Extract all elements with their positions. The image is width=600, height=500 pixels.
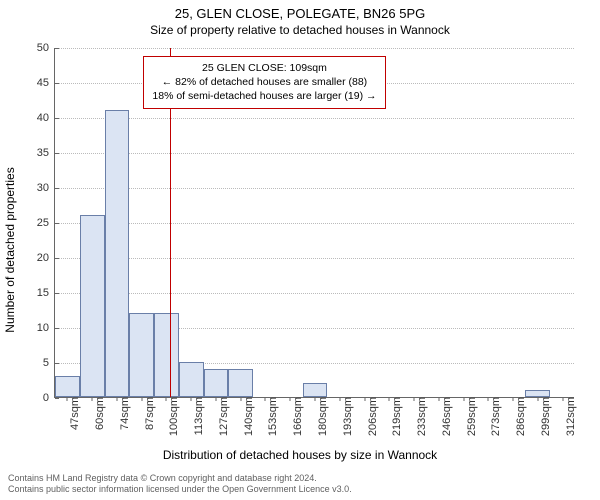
x-tick-label: 47sqm (63, 397, 81, 430)
x-tick-label: 74sqm (113, 397, 131, 430)
gridline-h (55, 293, 574, 294)
x-tick-label: 312sqm (559, 397, 577, 436)
histogram-bar (80, 215, 105, 397)
y-tick-label: 45 (37, 77, 55, 89)
gridline-h (55, 188, 574, 189)
x-tick-label: 140sqm (237, 397, 255, 436)
footer-attribution: Contains HM Land Registry data © Crown c… (8, 473, 352, 496)
footer-line-2: Contains public sector information licen… (8, 484, 352, 496)
x-tick-label: 206sqm (361, 397, 379, 436)
histogram-bar (105, 110, 130, 397)
x-tick-label: 113sqm (187, 397, 205, 435)
y-tick-label: 10 (37, 322, 55, 334)
x-tick-label: 153sqm (261, 397, 279, 436)
gridline-h (55, 48, 574, 49)
y-tick-label: 25 (37, 217, 55, 229)
y-tick-label: 30 (37, 182, 55, 194)
histogram-bar (55, 376, 80, 397)
histogram-bar (179, 362, 204, 397)
x-tick-label: 193sqm (336, 397, 354, 436)
x-tick-label: 87sqm (138, 397, 156, 430)
y-tick-label: 40 (37, 112, 55, 124)
x-tick-label: 60sqm (88, 397, 106, 430)
gridline-h (55, 118, 574, 119)
annotation-line: 18% of semi-detached houses are larger (… (152, 89, 376, 103)
x-tick-label: 100sqm (162, 397, 180, 436)
y-tick-label: 5 (43, 357, 55, 369)
histogram-bar (303, 383, 328, 397)
page-subtitle: Size of property relative to detached ho… (0, 21, 600, 37)
x-tick-label: 219sqm (385, 397, 403, 436)
y-axis-label: Number of detached properties (3, 167, 17, 332)
histogram-bar (204, 369, 229, 397)
y-tick-label: 15 (37, 287, 55, 299)
x-tick-label: 166sqm (286, 397, 304, 436)
x-tick-label: 246sqm (435, 397, 453, 436)
x-axis-label: Distribution of detached houses by size … (163, 448, 437, 462)
histogram-bar (525, 390, 550, 397)
histogram-bar (129, 313, 154, 397)
page-title: 25, GLEN CLOSE, POLEGATE, BN26 5PG (0, 0, 600, 21)
gridline-h (55, 258, 574, 259)
footer-line-1: Contains HM Land Registry data © Crown c… (8, 473, 352, 485)
annotation-line: ← 82% of detached houses are smaller (88… (152, 75, 376, 89)
x-tick-label: 233sqm (410, 397, 428, 436)
y-tick-label: 0 (43, 392, 55, 404)
x-tick-label: 259sqm (460, 397, 478, 436)
x-tick-label: 299sqm (534, 397, 552, 436)
gridline-h (55, 223, 574, 224)
x-tick-label: 180sqm (311, 397, 329, 436)
x-tick-label: 127sqm (212, 397, 230, 436)
plot-area: 0510152025303540455047sqm60sqm74sqm87sqm… (54, 48, 574, 398)
y-tick-label: 35 (37, 147, 55, 159)
y-tick-label: 20 (37, 252, 55, 264)
histogram-bar (154, 313, 179, 397)
x-tick-label: 273sqm (484, 397, 502, 436)
histogram-bar (228, 369, 253, 397)
chart-container: 25, GLEN CLOSE, POLEGATE, BN26 5PG Size … (0, 0, 600, 500)
y-tick-label: 50 (37, 42, 55, 54)
x-tick-label: 286sqm (509, 397, 527, 436)
annotation-callout: 25 GLEN CLOSE: 109sqm← 82% of detached h… (143, 56, 385, 109)
gridline-h (55, 153, 574, 154)
annotation-line: 25 GLEN CLOSE: 109sqm (152, 61, 376, 75)
